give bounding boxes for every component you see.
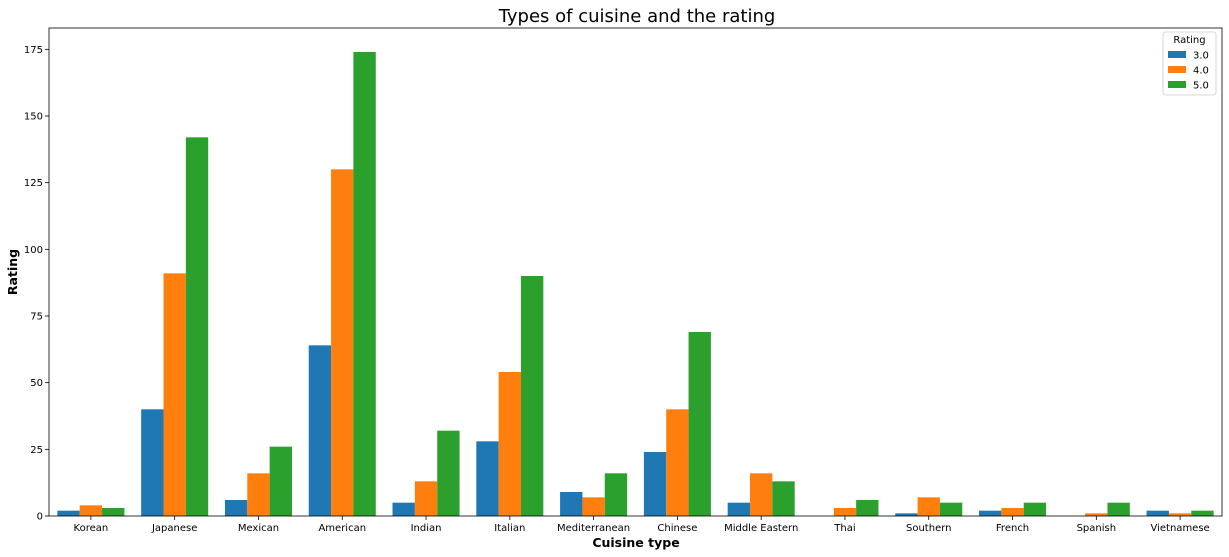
y-tick-label: 125 <box>24 178 43 189</box>
x-tick-label: Indian <box>411 523 442 534</box>
legend: Rating 3.0 4.0 5.0 <box>1162 31 1217 96</box>
x-tick-label: American <box>318 523 366 534</box>
x-tick-label: Middle Eastern <box>724 523 798 534</box>
bar <box>856 500 879 516</box>
bar <box>1085 513 1108 516</box>
y-tick-label: 75 <box>30 312 43 323</box>
y-tick-label: 150 <box>24 112 43 123</box>
legend-swatch <box>1168 51 1186 58</box>
x-tick-label: Southern <box>906 523 952 534</box>
legend-label: 4.0 <box>1193 66 1209 77</box>
bar <box>437 430 460 516</box>
bar <box>917 497 940 516</box>
y-tick-label: 100 <box>24 245 43 256</box>
bar <box>224 500 248 516</box>
bar <box>163 273 186 516</box>
bar <box>79 505 103 516</box>
y-axis-title: Rating <box>5 249 20 295</box>
legend-label: 3.0 <box>1193 51 1209 62</box>
bar <box>666 409 689 516</box>
bar <box>498 372 521 516</box>
bar <box>643 452 667 516</box>
legend-label: 5.0 <box>1193 81 1209 92</box>
bar <box>895 513 918 516</box>
bar <box>353 52 376 516</box>
bar <box>1001 508 1024 516</box>
bar <box>392 502 415 516</box>
x-tick-label: French <box>996 523 1029 534</box>
x-tick-label: Vietnamese <box>1151 523 1210 534</box>
bar <box>247 473 270 516</box>
plot-area: 0 25 50 75 100 125 150 175 Korean Japanese Mexican… <box>24 27 1223 534</box>
bar <box>1191 510 1214 516</box>
plot-frame <box>48 27 1223 517</box>
bar <box>1023 502 1047 516</box>
bar <box>520 276 544 516</box>
bar <box>331 169 354 516</box>
x-tick-label: Thai <box>833 523 855 534</box>
bar <box>141 409 164 516</box>
x-tick-label: Italian <box>494 523 525 534</box>
x-tick-label: Chinese <box>657 523 697 534</box>
bar <box>939 502 963 516</box>
legend-title: Rating <box>1173 35 1205 46</box>
bar <box>102 508 125 516</box>
bar <box>57 510 80 516</box>
x-tick-label: Korean <box>74 523 109 534</box>
legend-swatch <box>1168 81 1186 88</box>
bar <box>772 481 795 516</box>
y-tick-label: 175 <box>24 45 43 56</box>
legend-box <box>1162 31 1217 96</box>
y-tick-label: 25 <box>30 445 43 456</box>
bar <box>269 446 292 516</box>
bar <box>688 332 711 516</box>
bar <box>1107 502 1130 516</box>
x-axis-title: Cuisine type <box>592 535 679 550</box>
bar <box>727 502 750 516</box>
y-tick-label: 50 <box>30 378 43 389</box>
bar <box>476 441 499 516</box>
bar <box>560 492 583 516</box>
bar <box>185 137 209 516</box>
bar <box>750 473 773 516</box>
x-tick-label: Mediterranean <box>557 523 630 534</box>
x-tick-label: Spanish <box>1077 523 1117 534</box>
x-tick-label: Mexican <box>238 523 279 534</box>
legend-swatch <box>1168 66 1186 73</box>
bar <box>308 345 332 516</box>
bar <box>979 510 1002 516</box>
bar <box>1168 513 1192 516</box>
bar <box>833 508 857 516</box>
bar <box>414 481 438 516</box>
x-tick-label: Japanese <box>151 523 197 534</box>
bar <box>1146 510 1169 516</box>
bar <box>582 497 605 516</box>
bar <box>604 473 628 516</box>
y-tick-label: 0 <box>37 512 43 523</box>
chart-title: Types of cuisine and the rating <box>498 6 776 27</box>
